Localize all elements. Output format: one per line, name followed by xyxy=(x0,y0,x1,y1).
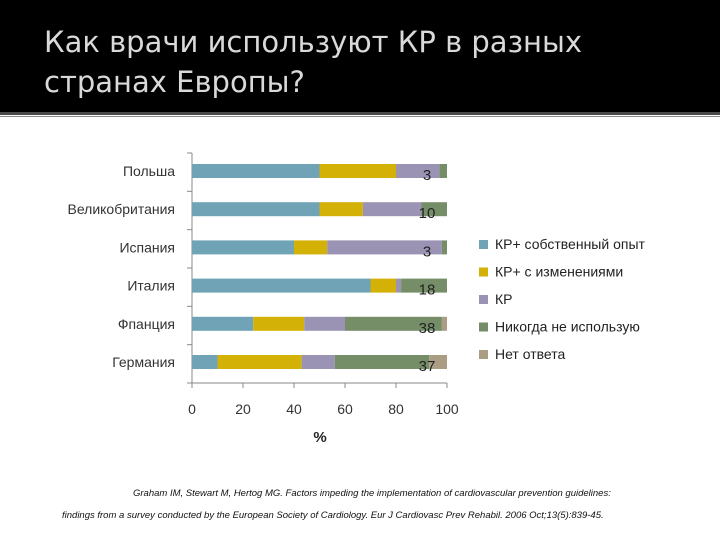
bar-segment xyxy=(334,355,430,369)
bar-segment xyxy=(217,355,302,369)
bar-segment xyxy=(253,316,305,331)
bar-segment xyxy=(192,164,320,178)
bar-segment xyxy=(192,202,320,217)
category-label: Германия xyxy=(112,354,175,370)
bar-segment xyxy=(327,240,442,255)
x-tick-label: 100 xyxy=(435,401,459,417)
legend-label: КР+ с изменениями xyxy=(495,264,623,280)
bar-segment xyxy=(439,164,447,178)
bar-segment xyxy=(396,164,440,178)
stacked-bar-chart: 0 20 40 60 80 100% Польша 3 Великобритания 10 Испа… xyxy=(67,152,646,446)
bar-segment xyxy=(441,316,447,331)
x-tick-label: 80 xyxy=(388,401,404,417)
legend-swatch xyxy=(479,295,488,304)
category-label: Италия xyxy=(127,278,175,294)
title-divider xyxy=(0,112,720,115)
bar-segment xyxy=(294,240,328,255)
data-label: 18 xyxy=(419,282,436,299)
bar-segment xyxy=(304,316,345,331)
data-label: 38 xyxy=(419,320,436,337)
x-axis-title: % xyxy=(313,429,326,446)
legend-swatch xyxy=(479,322,488,332)
legend-label: КР+ собственный опыт xyxy=(495,236,646,252)
bar-segment xyxy=(319,164,396,178)
category-label: Фпанция xyxy=(118,316,175,332)
legend-swatch xyxy=(479,350,488,359)
citation-line-2: findings from a survey conducted by the … xyxy=(62,510,604,521)
data-label: 10 xyxy=(419,205,436,222)
slide-title: Как врачи используют КР в разных странах… xyxy=(44,25,583,99)
bar-segment xyxy=(370,278,396,293)
category-label: Польша xyxy=(123,163,175,179)
data-label: 37 xyxy=(419,358,436,375)
bar-segment xyxy=(441,240,447,255)
data-label: 3 xyxy=(423,243,431,260)
bar-segment xyxy=(192,316,254,331)
citation-line-1: Graham IM, Stewart M, Hertog MG. Factors… xyxy=(133,488,611,499)
title-divider-thin xyxy=(0,116,720,117)
bar-segment xyxy=(192,240,294,255)
bar-segment xyxy=(301,355,335,369)
bar-segment xyxy=(192,278,371,293)
bar-segment xyxy=(319,202,363,217)
legend-swatch xyxy=(479,267,488,277)
bar-segment xyxy=(345,316,442,331)
bar-segment xyxy=(429,355,447,369)
bar-segment xyxy=(396,278,402,293)
x-tick-label: 40 xyxy=(286,401,302,417)
bar-segment xyxy=(362,202,422,217)
bar-segment xyxy=(421,202,447,217)
category-label: Испания xyxy=(119,239,175,255)
data-label: 3 xyxy=(423,167,431,184)
title-bar xyxy=(0,0,720,112)
bar-segment xyxy=(192,355,218,369)
legend-label: Никогда не использую xyxy=(495,319,640,335)
x-tick-label: 60 xyxy=(337,401,353,417)
legend-label: КР xyxy=(495,291,513,307)
bar-segment xyxy=(401,278,447,293)
x-tick-label: 20 xyxy=(235,401,251,417)
x-tick-label: 0 xyxy=(188,401,196,417)
category-label: Великобритания xyxy=(67,201,175,217)
legend-swatch xyxy=(479,240,488,249)
legend-label: Нет ответа xyxy=(495,346,565,362)
